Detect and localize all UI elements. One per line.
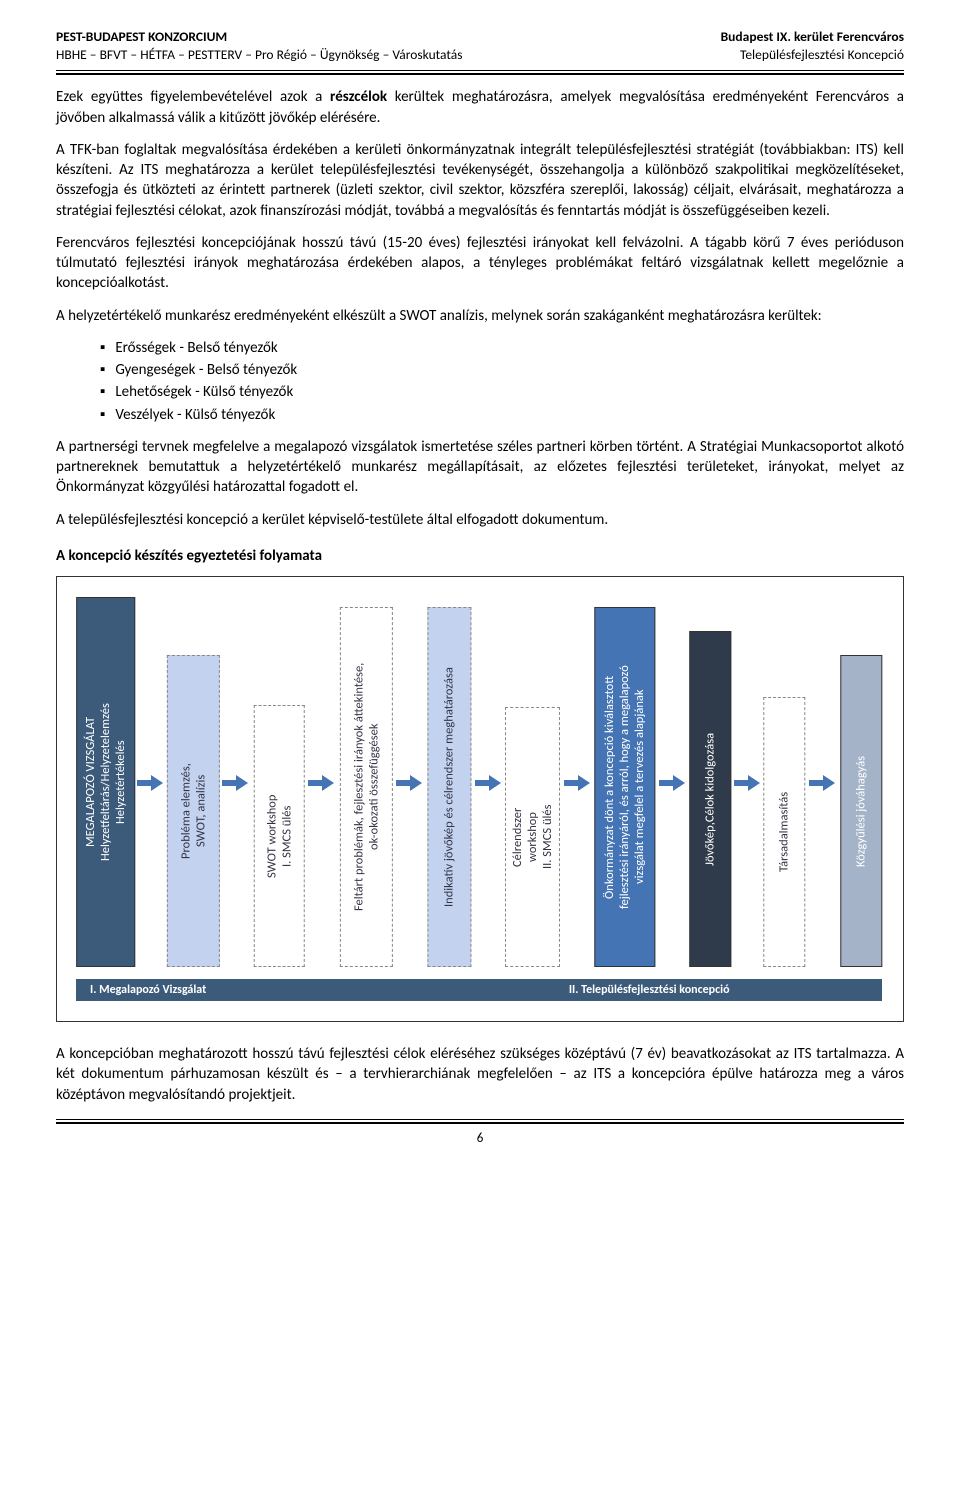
process-diagram: MEGALAPOZÓ VIZSGÁLATHelyzetfeltárás/Hely… xyxy=(56,576,904,1022)
arrow-icon xyxy=(475,775,501,791)
header-rule-thick xyxy=(56,73,904,75)
arrow-icon xyxy=(564,775,590,791)
header-right-top: Budapest IX. kerület Ferencváros xyxy=(721,28,904,46)
diagram-box-b4: Feltárt problémák, fejlesztési irányok á… xyxy=(340,607,393,967)
bullet-item: Veszélyek - Külső tényezők xyxy=(100,405,904,425)
arrow-icon xyxy=(809,775,835,791)
header-right-sub: Településfejlesztési Koncepció xyxy=(740,46,904,64)
footer-rule-thick xyxy=(56,1122,904,1124)
arrow-icon xyxy=(396,775,422,791)
bullet-item: Lehetőségek - Külső tényezők xyxy=(100,382,904,402)
diagram-box-b1: MEGALAPOZÓ VIZSGÁLATHelyzetfeltárás/Hely… xyxy=(76,597,135,967)
diagram-box-b10: Közgyűlési jóváhagyás xyxy=(840,655,882,967)
diagram-box-b8: Jövőkép,Célok kidolgozása xyxy=(689,631,731,967)
p1-a: Ezek együttes figyelembevételével azok a xyxy=(56,88,330,106)
bullet-list: Erősségek - Belső tényezők Gyengeségek -… xyxy=(100,338,904,425)
diagram-box-b6: CélrendszerworkshopII. SMCS ülés xyxy=(505,707,560,967)
diagram-box-b9: Társadalmasítás xyxy=(763,697,805,967)
paragraph-2: A TFK-ban foglaltak megvalósítása érdeké… xyxy=(56,140,904,221)
diagram-box-b5: Indikatív jövőkép és célrendszer meghatá… xyxy=(427,607,471,967)
arrow-icon xyxy=(308,775,334,791)
bullet-item: Gyengeségek - Belső tényezők xyxy=(100,360,904,380)
page-number: 6 xyxy=(56,1130,904,1148)
diagram-box-b2: Probléma elemzés,SWOT, analízis xyxy=(167,655,220,967)
p1-b-bold: részcélok xyxy=(330,88,387,106)
arrow-icon xyxy=(222,775,248,791)
diagram-box-b7: Önkormányzat dönt a koncepció kiválaszto… xyxy=(594,607,655,967)
footer-rule-thin xyxy=(56,1119,904,1120)
bullet-item: Erősségek - Belső tényezők xyxy=(100,338,904,358)
arrow-icon xyxy=(659,775,685,791)
paragraph-1: Ezek együttes figyelembevételével azok a… xyxy=(56,87,904,128)
paragraph-7: A koncepcióban meghatározott hosszú távú… xyxy=(56,1044,904,1105)
header-rule-thin xyxy=(56,70,904,71)
paragraph-6: A településfejlesztési koncepció a kerül… xyxy=(56,510,904,530)
phase-bar-1: I. Megalapozó Vizsgálat xyxy=(76,979,417,1001)
header-left-sub: HBHE – BFVT – HÉTFA – PESTTERV – Pro Rég… xyxy=(56,46,462,64)
arrow-icon xyxy=(137,775,163,791)
arrow-icon xyxy=(734,775,760,791)
paragraph-3: Ferencváros fejlesztési koncepciójának h… xyxy=(56,233,904,294)
paragraph-5: A partnerségi tervnek megfelelve a megal… xyxy=(56,437,904,498)
phase-bar-2: II. Településfejlesztési koncepció xyxy=(417,979,882,1001)
diagram-box-b3: SWOT workshopI. SMCS ülés xyxy=(254,705,305,967)
paragraph-4: A helyzetértékelő munkarész eredményekén… xyxy=(56,306,904,326)
header-left-top: PEST-BUDAPEST KONZORCIUM xyxy=(56,28,227,46)
section-title: A koncepció készítés egyeztetési folyama… xyxy=(56,546,904,566)
